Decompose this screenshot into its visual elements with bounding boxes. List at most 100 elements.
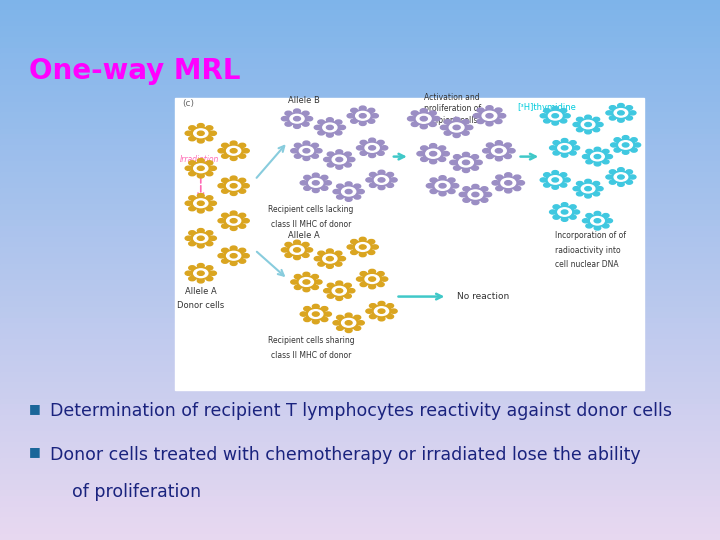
Text: recipient cells: recipient cells: [424, 116, 477, 125]
Circle shape: [562, 202, 568, 207]
Circle shape: [312, 188, 319, 193]
Bar: [0, 107, 720, 113]
Circle shape: [546, 174, 564, 186]
Circle shape: [210, 166, 217, 171]
Circle shape: [306, 248, 312, 252]
Circle shape: [347, 245, 354, 249]
Circle shape: [227, 251, 240, 260]
Circle shape: [594, 154, 600, 159]
Circle shape: [558, 144, 572, 152]
Text: One-way MRL: One-way MRL: [29, 57, 240, 85]
Circle shape: [411, 111, 418, 116]
Circle shape: [369, 303, 377, 308]
Circle shape: [351, 240, 358, 244]
Text: Recipient cells lacking: Recipient cells lacking: [269, 205, 354, 214]
Circle shape: [562, 210, 568, 214]
Circle shape: [333, 321, 340, 325]
Circle shape: [359, 253, 366, 256]
Circle shape: [420, 117, 427, 121]
Circle shape: [230, 191, 237, 195]
Text: radioactivity into: radioactivity into: [555, 246, 621, 255]
Circle shape: [294, 109, 300, 113]
Bar: [0, 507, 720, 513]
Bar: [0, 64, 720, 70]
Circle shape: [578, 119, 598, 131]
Circle shape: [185, 166, 192, 171]
Circle shape: [294, 154, 301, 158]
Circle shape: [552, 114, 559, 118]
Circle shape: [303, 280, 310, 284]
Bar: [0, 193, 720, 200]
Circle shape: [337, 184, 343, 188]
Circle shape: [372, 174, 392, 186]
Circle shape: [560, 119, 567, 123]
Circle shape: [432, 179, 453, 192]
Circle shape: [555, 206, 575, 218]
Circle shape: [463, 198, 470, 202]
Circle shape: [378, 301, 385, 306]
Circle shape: [374, 307, 389, 315]
Circle shape: [309, 178, 323, 187]
Circle shape: [631, 138, 637, 142]
Circle shape: [194, 129, 208, 138]
Circle shape: [369, 172, 377, 177]
Circle shape: [462, 152, 469, 157]
Circle shape: [488, 144, 509, 157]
Circle shape: [197, 209, 204, 213]
Circle shape: [314, 256, 321, 261]
Circle shape: [618, 111, 624, 115]
Circle shape: [606, 154, 613, 159]
Circle shape: [243, 219, 249, 223]
Text: Donor cells treated with chemotherapy or irradiated lose the ability: Donor cells treated with chemotherapy or…: [50, 446, 641, 463]
Circle shape: [540, 114, 546, 118]
Circle shape: [495, 141, 503, 145]
Circle shape: [463, 187, 470, 191]
Circle shape: [387, 172, 394, 177]
Circle shape: [239, 154, 246, 158]
Bar: [0, 301, 720, 308]
Circle shape: [362, 273, 382, 285]
Circle shape: [206, 231, 213, 235]
Circle shape: [210, 131, 217, 136]
Circle shape: [360, 272, 367, 276]
Circle shape: [318, 251, 325, 255]
Circle shape: [504, 143, 511, 147]
Circle shape: [369, 146, 376, 150]
Circle shape: [444, 120, 451, 124]
Bar: [0, 75, 720, 81]
Circle shape: [481, 187, 488, 191]
Circle shape: [345, 190, 352, 194]
Text: class II MHC of donor: class II MHC of donor: [271, 351, 351, 360]
Circle shape: [325, 181, 331, 185]
Circle shape: [335, 251, 342, 255]
Bar: [0, 280, 720, 286]
Circle shape: [562, 217, 568, 221]
Circle shape: [338, 316, 359, 329]
Circle shape: [239, 248, 246, 253]
Circle shape: [487, 143, 493, 147]
Circle shape: [378, 185, 385, 190]
Circle shape: [344, 294, 351, 298]
Circle shape: [454, 154, 461, 159]
Circle shape: [609, 180, 616, 184]
Bar: [0, 469, 720, 475]
Circle shape: [552, 185, 559, 189]
Circle shape: [594, 226, 600, 230]
Circle shape: [459, 158, 473, 167]
Bar: [0, 156, 720, 162]
Circle shape: [495, 119, 502, 124]
Bar: [0, 172, 720, 178]
Bar: [0, 150, 720, 157]
Bar: [0, 345, 720, 351]
Circle shape: [368, 109, 375, 112]
Circle shape: [194, 164, 208, 173]
Circle shape: [294, 124, 300, 129]
Circle shape: [444, 131, 451, 135]
Circle shape: [573, 146, 580, 150]
Circle shape: [496, 186, 503, 191]
Circle shape: [593, 117, 600, 122]
Circle shape: [291, 148, 297, 153]
Circle shape: [356, 277, 364, 281]
Bar: [0, 458, 720, 464]
Circle shape: [552, 178, 559, 182]
